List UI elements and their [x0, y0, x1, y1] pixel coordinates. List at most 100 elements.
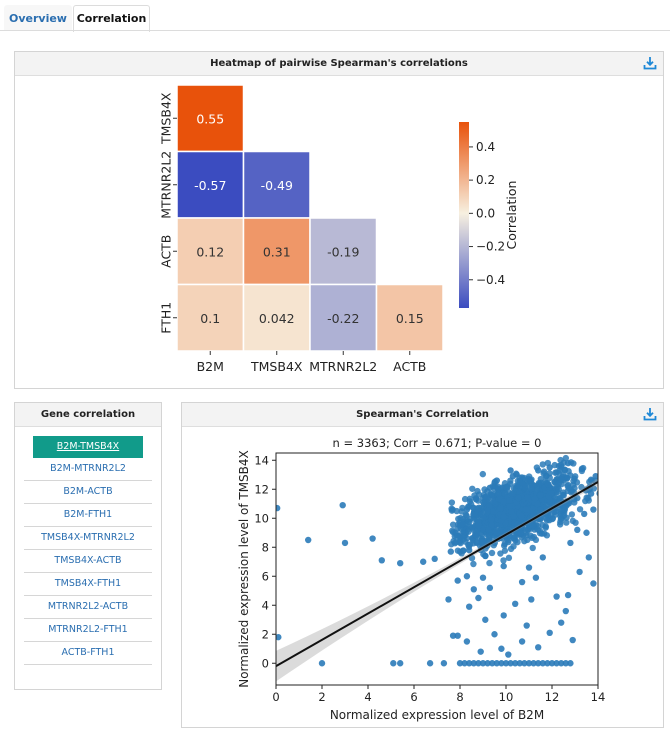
gene-pair-item[interactable]: ACTB-FTH1 — [24, 642, 152, 665]
scatter-chart: n = 3363; Corr = 0.671; P-value = 0 0 2 4 6 8… — [237, 436, 605, 722]
scatter-point — [544, 660, 551, 667]
heatmap-x-label: B2M — [197, 359, 224, 374]
scatter-point — [548, 660, 556, 667]
heatmap-cell — [375, 283, 444, 352]
gene-pair-item[interactable]: B2M-ACTB — [24, 481, 152, 504]
scatter-point — [518, 578, 526, 586]
scatter-point — [501, 547, 509, 554]
scatter-point — [505, 651, 512, 658]
scatter-point — [502, 660, 510, 667]
scatter-point — [494, 485, 501, 492]
scatter-point — [592, 473, 598, 480]
heatmap-cell-label: 0.12 — [196, 244, 224, 259]
scatter-point — [567, 539, 574, 547]
scatter-point — [459, 547, 467, 554]
scatter-point — [493, 660, 500, 667]
heatmap-cell — [176, 217, 245, 286]
scatter-point — [558, 619, 565, 626]
heatmap-cell-label: -0.49 — [261, 178, 293, 193]
scatter-point — [564, 487, 571, 495]
scatter-point — [522, 484, 529, 491]
scatter-point — [276, 633, 282, 641]
scatter-point — [484, 507, 491, 515]
scatter-point — [449, 521, 457, 528]
scatter-point — [473, 539, 481, 546]
scatter-point — [548, 489, 555, 497]
scatter-point — [535, 660, 542, 667]
gene-pair-item[interactable]: TMSB4X-MTRNR2L2 — [24, 527, 152, 550]
scatter-point — [590, 580, 597, 587]
scatter-panel: Spearman's Correlation n = 3363; Corr = … — [181, 402, 664, 728]
scatter-point — [507, 467, 514, 474]
tab-overview[interactable]: Overview — [4, 5, 72, 31]
gene-pair-item[interactable]: TMSB4X-ACTB — [24, 550, 152, 573]
scatter-plot-area — [276, 454, 598, 682]
scatter-point — [470, 560, 477, 568]
scatter-point — [493, 529, 501, 536]
gene-correlation-panel: Gene correlation B2M-TMSB4X B2M-MTRNR2L2 B… — [14, 402, 162, 690]
scatter-point — [548, 511, 555, 518]
gene-pair-item[interactable]: B2M-FTH1 — [24, 504, 152, 527]
scatter-point — [556, 521, 564, 528]
scatter-point — [564, 474, 571, 481]
heatmap-cell — [309, 217, 378, 286]
scatter-point — [369, 535, 376, 542]
scatter-point — [562, 607, 569, 615]
scatter-point — [426, 660, 434, 667]
scatter-point — [529, 534, 536, 542]
colorbar-tick-label: 0.0 — [476, 206, 495, 220]
scatter-point — [390, 660, 397, 667]
download-icon[interactable] — [643, 56, 657, 70]
scatter-title: n = 3363; Corr = 0.671; P-value = 0 — [333, 436, 542, 450]
scatter-point — [397, 660, 404, 667]
scatter-panel-title: Spearman's Correlation — [356, 409, 489, 420]
scatter-point — [509, 490, 516, 497]
scatter-point — [458, 508, 465, 515]
heatmap-panel-header: Heatmap of pairwise Spearman's correlati… — [15, 52, 663, 76]
gene-pair-item[interactable]: TMSB4X-FTH1 — [24, 573, 152, 596]
scatter-point — [490, 534, 498, 541]
scatter-point — [506, 497, 513, 504]
scatter-point — [488, 549, 496, 557]
scatter-point — [552, 469, 559, 476]
scatter-point — [479, 660, 487, 667]
gene-pair-item[interactable]: B2M-MTRNR2L2 — [24, 458, 152, 481]
scatter-axes-frame — [275, 452, 599, 686]
scatter-point — [470, 504, 477, 511]
scatter-point — [555, 485, 562, 493]
scatter-point — [475, 660, 482, 667]
gene-pair-item[interactable]: MTRNR2L2-FTH1 — [24, 619, 152, 642]
scatter-x-tick-label: 0 — [272, 690, 279, 704]
scatter-point — [455, 515, 462, 523]
colorbar-tick-label: −0.4 — [476, 273, 505, 287]
scatter-point — [561, 502, 568, 510]
scatter-x-label: Normalized expression level of B2M — [330, 708, 544, 722]
scatter-point — [525, 660, 533, 667]
scatter-point — [528, 485, 535, 493]
gene-pair-item[interactable]: B2M-TMSB4X — [33, 436, 143, 458]
scatter-point — [525, 564, 533, 571]
scatter-y-label: Normalized expression level of TMSB4X — [237, 450, 251, 688]
tab-correlation[interactable]: Correlation — [73, 5, 150, 32]
gene-pair-item[interactable]: MTRNR2L2-ACTB — [24, 596, 152, 619]
scatter-point — [485, 526, 492, 533]
scatter-point — [530, 660, 537, 667]
scatter-point — [573, 479, 581, 486]
download-icon[interactable] — [643, 407, 657, 421]
scatter-point — [479, 537, 487, 545]
scatter-point — [534, 526, 542, 533]
colorbar-tick-label: −0.2 — [476, 240, 505, 254]
scatter-point — [493, 477, 500, 484]
scatter-point — [461, 660, 468, 667]
scatter-point — [472, 531, 479, 539]
scatter-y-tick-label: 0 — [262, 656, 269, 670]
scatter-point — [479, 499, 487, 506]
heatmap-y-label: TMSB4X — [159, 92, 174, 145]
scatter-point — [498, 645, 505, 652]
scatter-point — [557, 515, 565, 523]
scatter-point — [581, 510, 588, 518]
scatter-point — [576, 506, 584, 513]
heatmap-cell-label: 0.55 — [196, 111, 224, 126]
scatter-point — [472, 496, 480, 503]
heatmap-chart: 0.55 -0.57 -0.49 0.12 0.31 -0.19 0.1 0.042 -0.22… — [159, 84, 519, 374]
